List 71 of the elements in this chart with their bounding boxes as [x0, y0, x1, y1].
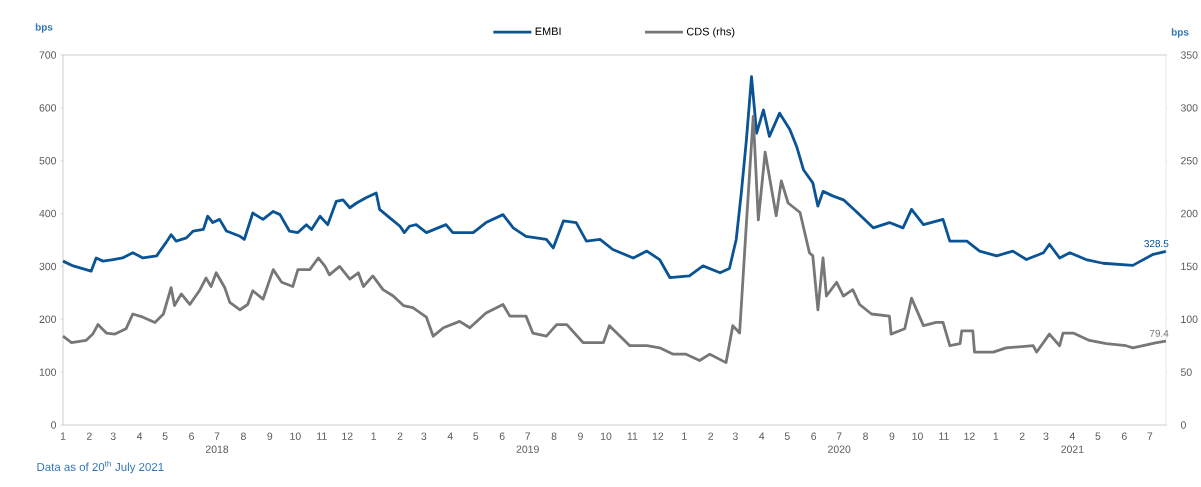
x-tick-label: 9: [889, 432, 895, 440]
y2-tick-label: 300: [1180, 104, 1198, 112]
y-axis-title: bps: [35, 23, 53, 33]
x-tick-label: 2: [87, 432, 92, 440]
x-tick-label: 9: [267, 432, 273, 440]
x-tick-label: 11: [939, 432, 949, 440]
y2-tick-label: 200: [1181, 209, 1198, 218]
y2-tick-label: 350: [1180, 51, 1198, 59]
y2-tick-label: 50: [1180, 368, 1192, 376]
legend-label: EMBI: [535, 27, 561, 36]
x-tick-label: 12: [964, 432, 975, 440]
x-tick-label: 11: [317, 432, 327, 440]
x2-tick-label: 2021: [1061, 445, 1084, 453]
legend-label: CDS (rhs): [686, 27, 735, 38]
x-tick-label: 1: [682, 432, 687, 440]
x-tick-label: 6: [1121, 432, 1127, 440]
y-tick-label: 600: [39, 104, 57, 112]
y2-axis-title: bps: [1171, 28, 1189, 38]
x-tick-label: 8: [551, 432, 557, 440]
x-tick-label: 10: [912, 432, 923, 440]
x-tick-label: 5: [162, 432, 168, 440]
text: Data as of 20$^{th}$ July 2021: [37, 460, 164, 474]
x-tick-label: 4: [759, 432, 765, 440]
y2-tick-label: 100: [1181, 315, 1198, 323]
x-tick-label: 3: [110, 432, 116, 440]
x-tick-label: 3: [1043, 432, 1049, 440]
data-label: 79.4: [1149, 329, 1169, 337]
x-tick-label: 10: [290, 432, 301, 440]
y2-tick-label: 0: [1180, 421, 1186, 429]
x-tick-label: 10: [600, 432, 612, 440]
x-tick-label: 2: [1019, 432, 1025, 440]
data-label: 328.5: [1144, 240, 1169, 248]
x-tick-label: 8: [240, 432, 246, 440]
x-tick-label: 5: [1095, 432, 1101, 440]
x-tick-label: 7: [525, 432, 531, 440]
x-tick-label: 4: [136, 432, 143, 440]
x2-tick-label: 2019: [516, 445, 539, 453]
x-tick-label: 3: [732, 432, 738, 440]
x-tick-label: 7: [836, 432, 842, 440]
x2-tick-label: 2018: [205, 445, 229, 453]
x-tick-label: 2: [708, 432, 714, 440]
y2-tick-label: 150: [1181, 262, 1198, 271]
x-tick-label: 6: [189, 432, 194, 440]
x-tick-label: 1: [60, 432, 66, 440]
x-tick-label: 11: [627, 432, 638, 440]
y-tick-label: 100: [39, 368, 57, 376]
y-tick-label: 0: [51, 421, 57, 429]
x-tick-label: 5: [784, 432, 790, 440]
y-tick-label: 300: [39, 262, 57, 271]
line-series: [61, 75, 1168, 279]
x-tick-label: 8: [863, 432, 869, 440]
x-tick-label: 5: [473, 432, 479, 440]
y-tick-label: 700: [39, 51, 57, 59]
x-tick-label: 7: [214, 432, 220, 440]
x-tick-label: 6: [499, 432, 505, 440]
x-tick-label: 7: [1147, 432, 1153, 440]
y-tick-label: 200: [39, 315, 57, 323]
y-tick-label: 500: [39, 157, 57, 165]
x2-tick-label: 2020: [828, 445, 851, 453]
x-tick-label: 2: [397, 432, 403, 440]
x-tick-label: 9: [578, 432, 583, 440]
x-tick-label: 4: [447, 432, 453, 440]
x-tick-label: 12: [342, 432, 353, 440]
x-tick-label: 6: [811, 432, 817, 440]
x-tick-label: 1: [993, 432, 999, 440]
y2-tick-label: 250: [1181, 157, 1198, 165]
x-tick-label: 3: [421, 432, 427, 440]
x-tick-label: 12: [652, 432, 664, 440]
x-tick-label: 1: [371, 432, 377, 440]
y-tick-label: 400: [39, 209, 57, 218]
x-tick-label: 4: [1069, 432, 1075, 440]
